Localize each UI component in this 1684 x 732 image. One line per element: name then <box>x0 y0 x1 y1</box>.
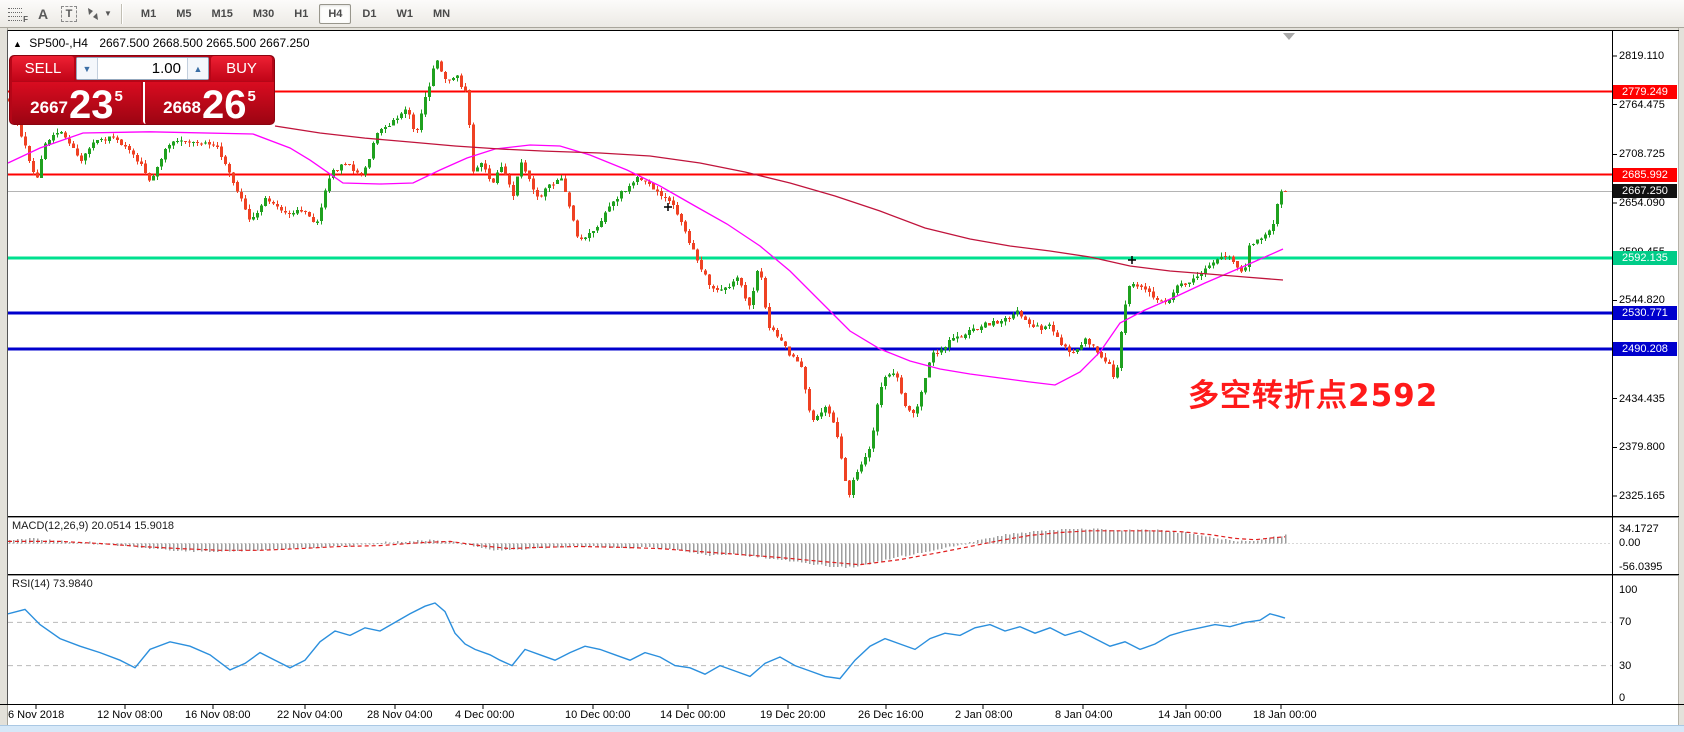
label-icon: T <box>60 5 78 22</box>
chart-title: ▲ SP500-,H4 2667.500 2668.500 2665.500 2… <box>13 36 310 50</box>
price-tick-label: 2325.165 <box>1619 490 1665 502</box>
volume-decrease-button[interactable]: ▼ <box>77 58 98 79</box>
date-tick-label[interactable]: 18 Jan 00:00 <box>1253 709 1317 721</box>
price-tick-label: 2654.090 <box>1619 196 1665 209</box>
date-tick-label[interactable]: 8 Jan 04:00 <box>1055 709 1113 721</box>
label-tool-button[interactable]: T <box>58 3 80 25</box>
fibonacci-tool-button[interactable]: F <box>6 3 28 25</box>
price-line-badge: 2779.249 <box>1613 84 1677 99</box>
price-tick-label: 2764.475 <box>1619 98 1665 111</box>
macd-scale-label: -56.0395 <box>1619 561 1663 573</box>
price-line-badge: 2530.771 <box>1613 305 1677 320</box>
price-tick-label: 2819.110 <box>1619 50 1665 62</box>
volume-input[interactable]: 1.00 <box>151 60 181 77</box>
timeframe-button-M30[interactable]: M30 <box>252 7 275 20</box>
date-tick-label[interactable]: 12 Nov 08:00 <box>97 709 163 721</box>
buy-big-figure: 2668 <box>163 98 201 117</box>
price-tick-label: 2434.435 <box>1619 392 1665 405</box>
price-tick-label: 2544.820 <box>1619 294 1665 307</box>
window-frame-right <box>1678 28 1684 731</box>
chart-plot-area[interactable] <box>0 30 1684 726</box>
sell-button[interactable]: SELL <box>12 56 74 81</box>
timeframe-button-M5[interactable]: M5 <box>176 7 192 20</box>
date-tick-label[interactable]: 2 Jan 08:00 <box>955 709 1013 721</box>
rsi-indicator-label: RSI(14) 73.9840 <box>12 578 93 590</box>
text-tool-button[interactable]: A <box>32 3 54 25</box>
timeframe-bar: M1 M5 M15 M30 H1 H4 D1 W1 MN <box>132 3 459 24</box>
toolbar-separator <box>120 3 123 24</box>
rsi-scale-label: 0 <box>1619 692 1626 704</box>
date-tick-label[interactable]: 19 Dec 20:00 <box>760 709 826 721</box>
window-status-strip <box>0 725 1684 732</box>
date-tick-label[interactable]: 10 Dec 00:00 <box>565 709 631 721</box>
macd-scale-label: 0.00 <box>1619 537 1641 549</box>
volume-control: ▼ 1.00 ▲ <box>76 57 209 80</box>
sell-big-figure: 2667 <box>30 98 68 117</box>
symbol-collapse-icon[interactable]: ▲ <box>13 39 22 49</box>
buy-price-display[interactable]: 2668 26 5 <box>143 82 274 127</box>
ohlc-values: 2667.500 2668.500 2665.500 2667.250 <box>99 36 310 50</box>
rsi-scale-label: 100 <box>1619 584 1638 596</box>
buy-pips: 26 <box>201 83 247 127</box>
price-tick-label: 2708.725 <box>1619 148 1665 161</box>
chart-text-annotation: 多空转折点2592 <box>1188 378 1439 414</box>
date-tick-label[interactable]: 6 Nov 2018 <box>8 709 65 721</box>
sell-pips: 23 <box>68 83 114 127</box>
timeframe-button-MN[interactable]: MN <box>432 7 451 20</box>
timeframe-button-W1[interactable]: W1 <box>396 7 413 20</box>
timeframe-button-H1[interactable]: H1 <box>294 7 309 20</box>
buy-button[interactable]: BUY <box>211 56 272 81</box>
date-tick-label[interactable]: 26 Dec 16:00 <box>858 709 924 721</box>
date-tick-label[interactable]: 16 Nov 08:00 <box>185 709 251 721</box>
sell-pip-fraction: 5 <box>114 88 123 105</box>
arrows-tool-button[interactable]: ▼ <box>84 3 112 25</box>
date-tick-label[interactable]: 22 Nov 04:00 <box>277 709 343 721</box>
buy-pip-fraction: 5 <box>247 88 256 105</box>
arrows-icon <box>88 7 98 20</box>
price-line-badge: 2667.250 <box>1613 184 1677 199</box>
symbol-timeframe-label: SP500-,H4 <box>29 36 88 50</box>
timeframe-button-M1[interactable]: M1 <box>140 7 157 20</box>
volume-increase-button[interactable]: ▲ <box>187 58 208 79</box>
macd-indicator-label: MACD(12,26,9) 20.0514 15.9018 <box>12 520 175 532</box>
fibonacci-icon: F <box>8 7 28 24</box>
date-tick-label[interactable]: 4 Dec 00:00 <box>455 709 515 721</box>
text-icon: A <box>37 5 49 22</box>
toolbar: F A T ▼ M1 M5 M15 M30 H1 H4 D1 W1 MN <box>0 0 1684 28</box>
rsi-scale-label: 70 <box>1619 616 1632 628</box>
price-line-badge: 2685.992 <box>1613 167 1677 182</box>
one-click-trading-panel: SELL ▼ 1.00 ▲ BUY 2667 23 5 2668 26 5 <box>10 56 274 127</box>
date-tick-label[interactable]: 28 Nov 04:00 <box>367 709 433 721</box>
timeframe-button-M15[interactable]: M15 <box>211 7 233 20</box>
chevron-down-icon: ▼ <box>104 9 112 18</box>
price-line-badge: 2592.135 <box>1613 251 1677 266</box>
macd-scale-label: 34.1727 <box>1619 523 1659 535</box>
price-tick-label: 2379.800 <box>1619 441 1665 454</box>
price-line-badge: 2490.208 <box>1613 341 1677 356</box>
date-tick-label[interactable]: 14 Dec 00:00 <box>660 709 726 721</box>
timeframe-button-D1[interactable]: D1 <box>362 7 377 20</box>
date-tick-label[interactable]: 14 Jan 00:00 <box>1158 709 1222 721</box>
sell-price-display[interactable]: 2667 23 5 <box>12 82 141 127</box>
timeframe-button-H4[interactable]: H4 <box>319 3 352 24</box>
rsi-scale-label: 30 <box>1619 660 1632 672</box>
